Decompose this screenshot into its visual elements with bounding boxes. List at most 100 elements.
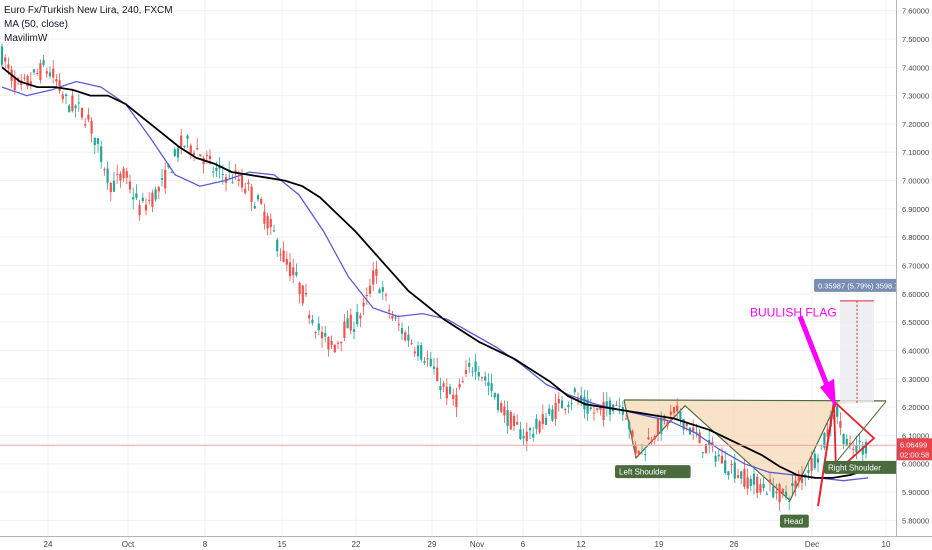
candle-body (202, 158, 205, 165)
candle-body (77, 102, 80, 104)
candle-body (164, 169, 167, 189)
candle-body (256, 195, 260, 200)
candle-body (349, 314, 352, 331)
time-tick: Nov (470, 540, 484, 549)
candle-body (388, 309, 391, 312)
candle-body (276, 239, 279, 252)
ma-legend[interactable]: MA (50, close) (4, 19, 68, 30)
candle-body (548, 408, 551, 415)
price-tick: 6.50000 (902, 318, 929, 327)
price-tick: 7.20000 (902, 120, 929, 129)
candle-body (196, 147, 199, 150)
candle-body (263, 211, 266, 224)
candle-body (394, 317, 397, 319)
candle-body (138, 205, 141, 216)
candle-body (455, 394, 458, 408)
time-tick: 19 (655, 540, 664, 549)
head-and-shoulders-pattern (623, 399, 887, 502)
candle-body (487, 382, 490, 386)
candle-body (13, 77, 16, 90)
candle-body (628, 421, 631, 430)
candle-body (173, 149, 176, 156)
candle-body (634, 445, 637, 454)
candle-body (743, 468, 746, 487)
candle-body (244, 188, 247, 193)
candle-body (87, 114, 90, 120)
candle-body (36, 72, 39, 74)
candle-body (532, 433, 535, 438)
candle-body (298, 282, 301, 295)
candle-body (797, 476, 800, 481)
candle-body (570, 402, 573, 404)
candle-body (439, 386, 442, 391)
candle-body (695, 432, 698, 434)
left-shoulder-label-bg (615, 465, 691, 479)
candle-body (452, 394, 455, 400)
price-tick: 5.80000 (902, 516, 929, 525)
current-price-label: 6.06499 (900, 440, 927, 449)
candle-body (599, 406, 602, 411)
candle-body (714, 455, 717, 462)
candle-body (509, 411, 512, 430)
candle-body (775, 491, 778, 494)
candle-body (762, 483, 765, 489)
candle-body (68, 105, 71, 113)
candle-body (404, 332, 407, 341)
head-label: Head (784, 517, 803, 526)
measure-box (840, 300, 874, 403)
candle-body (522, 436, 525, 439)
candle-body (301, 285, 304, 304)
candle-body (861, 445, 864, 455)
price-tick: 6.00000 (902, 460, 929, 469)
candle-body (746, 477, 749, 489)
time-tick: 8 (203, 540, 208, 549)
candle-body (397, 324, 400, 326)
ma50-line (1, 66, 869, 479)
price-tick: 5.90000 (902, 488, 929, 497)
price-tick: 7.30000 (902, 92, 929, 101)
price-tick: 6.80000 (902, 233, 929, 242)
candle-body (103, 169, 106, 171)
candle-body (650, 440, 653, 443)
candle-body (519, 429, 522, 440)
candle-body (551, 409, 554, 421)
candle-body (794, 480, 797, 489)
price-tick: 6.30000 (902, 375, 929, 384)
candle-body (234, 170, 237, 173)
candle-body (52, 68, 55, 78)
symbol-title[interactable]: Euro Fx/Turkish New Lira, 240, FXCM (4, 5, 173, 16)
candle-body (84, 124, 87, 126)
candle-body (544, 417, 548, 425)
mavilimw-legend[interactable]: MavilimW (4, 33, 48, 44)
candle-body (144, 204, 148, 211)
candle-body (765, 493, 768, 495)
candle-body (516, 422, 519, 425)
candle-body (317, 323, 320, 331)
candle-body (416, 345, 420, 357)
candle-body (359, 315, 362, 319)
candle-body (80, 107, 84, 118)
candle-body (528, 428, 532, 431)
candle-body (448, 386, 452, 395)
right-shoulder-label-bg (824, 460, 905, 474)
candle-body (288, 262, 292, 277)
price-tick: 7.40000 (902, 63, 929, 72)
candle-body (839, 421, 842, 428)
annotations: 0.35987 (5.79%) 3598.7 BUULISH FLAG Left S… (0, 278, 905, 528)
candle-body (4, 57, 7, 62)
price-tick: 6.40000 (902, 346, 929, 355)
candle-body (756, 476, 759, 494)
mavilimw-line (1, 80, 869, 482)
candle-body (74, 105, 77, 109)
candle-body (464, 369, 468, 375)
candle-body (848, 443, 852, 445)
time-tick: 24 (44, 540, 53, 549)
candle-body (365, 295, 368, 297)
candle-body (816, 458, 820, 463)
candle-body (58, 80, 61, 92)
price-tick: 6.10000 (902, 431, 929, 440)
candle-body (272, 230, 276, 232)
candle-body (589, 407, 592, 410)
candle-body (346, 318, 349, 329)
